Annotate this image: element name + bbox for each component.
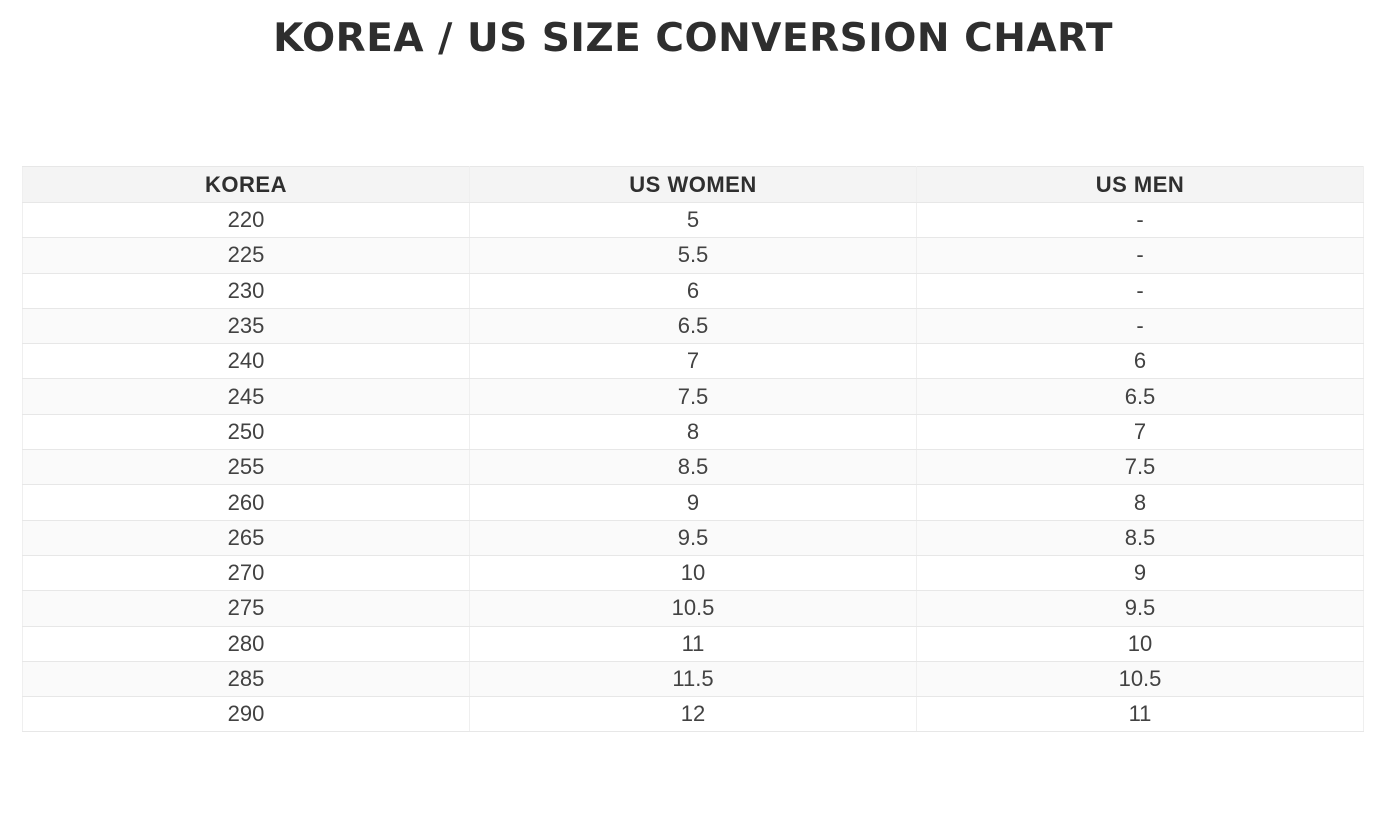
table-row: 230 6 -: [22, 272, 1364, 309]
table-cell-us-men: 7: [916, 413, 1364, 451]
table-row: 270 10 9: [22, 554, 1364, 592]
table-body: 220 5 - 225 5.5 - 230 6 - 235 6.5 - 240: [22, 201, 1364, 733]
table-cell-korea: 235: [22, 307, 470, 345]
table-cell-korea: 280: [22, 625, 470, 662]
table-row: 265 9.5 8.5: [22, 519, 1364, 556]
table-cell-us-men: 9.5: [916, 590, 1364, 627]
table-cell-korea: 250: [22, 413, 470, 451]
table-row: 290 12 11: [22, 696, 1364, 733]
table-cell-us-women: 9.5: [469, 519, 917, 556]
table-row: 260 9 8: [22, 484, 1364, 521]
page-title: KOREA / US SIZE CONVERSION CHART: [273, 16, 1113, 61]
column-header-us-women: US WOMEN: [469, 166, 917, 203]
table-cell-korea: 255: [22, 449, 470, 486]
table-cell-korea: 230: [22, 272, 470, 309]
table-cell-korea: 270: [22, 554, 470, 592]
table-cell-us-women: 10.5: [469, 590, 917, 627]
table-cell-us-men: 9: [916, 554, 1364, 592]
table-cell-us-women: 8: [469, 413, 917, 451]
table-cell-korea: 220: [22, 201, 470, 239]
table-row: 240 7 6: [22, 343, 1364, 380]
table-cell-us-men: 6.5: [916, 378, 1364, 415]
size-conversion-table: KOREA US WOMEN US MEN 220 5 - 225 5.5 - …: [22, 166, 1364, 733]
table-cell-korea: 265: [22, 519, 470, 556]
table-cell-korea: 240: [22, 343, 470, 380]
table-header: KOREA US WOMEN US MEN: [22, 166, 1364, 203]
table-cell-us-women: 10: [469, 554, 917, 592]
table-cell-us-men: 10: [916, 625, 1364, 662]
table-header-row: KOREA US WOMEN US MEN: [22, 166, 1364, 203]
table-cell-us-women: 12: [469, 696, 917, 733]
table-cell-us-women: 9: [469, 484, 917, 521]
table-cell-korea: 290: [22, 696, 470, 733]
table-cell-us-women: 11.5: [469, 660, 917, 698]
table-row: 275 10.5 9.5: [22, 590, 1364, 627]
table-row: 220 5 -: [22, 201, 1364, 239]
table-cell-us-women: 7.5: [469, 378, 917, 415]
table-cell-us-women: 5.5: [469, 237, 917, 274]
table-cell-us-women: 11: [469, 625, 917, 662]
table-row: 280 11 10: [22, 625, 1364, 662]
table-row: 245 7.5 6.5: [22, 378, 1364, 415]
table-cell-us-men: 8: [916, 484, 1364, 521]
table-row: 235 6.5 -: [22, 307, 1364, 345]
table-cell-us-men: -: [916, 201, 1364, 239]
table-cell-korea: 285: [22, 660, 470, 698]
table-row: 285 11.5 10.5: [22, 660, 1364, 698]
table-cell-us-men: 11: [916, 696, 1364, 733]
table-cell-us-women: 6: [469, 272, 917, 309]
table-cell-us-men: 7.5: [916, 449, 1364, 486]
table-row: 255 8.5 7.5: [22, 449, 1364, 486]
column-header-us-men: US MEN: [916, 166, 1364, 203]
table-cell-us-women: 5: [469, 201, 917, 239]
table-row: 225 5.5 -: [22, 237, 1364, 274]
table-cell-korea: 260: [22, 484, 470, 521]
table-cell-us-men: 8.5: [916, 519, 1364, 556]
table-cell-us-women: 7: [469, 343, 917, 380]
table-cell-us-men: -: [916, 237, 1364, 274]
table-row: 250 8 7: [22, 413, 1364, 451]
table-cell-us-women: 6.5: [469, 307, 917, 345]
table-cell-us-men: 6: [916, 343, 1364, 380]
table-cell-us-men: -: [916, 307, 1364, 345]
table-cell-korea: 225: [22, 237, 470, 274]
table-cell-us-women: 8.5: [469, 449, 917, 486]
column-header-korea: KOREA: [22, 166, 470, 203]
table-cell-korea: 275: [22, 590, 470, 627]
table-cell-us-men: 10.5: [916, 660, 1364, 698]
table-cell-korea: 245: [22, 378, 470, 415]
table-cell-us-men: -: [916, 272, 1364, 309]
